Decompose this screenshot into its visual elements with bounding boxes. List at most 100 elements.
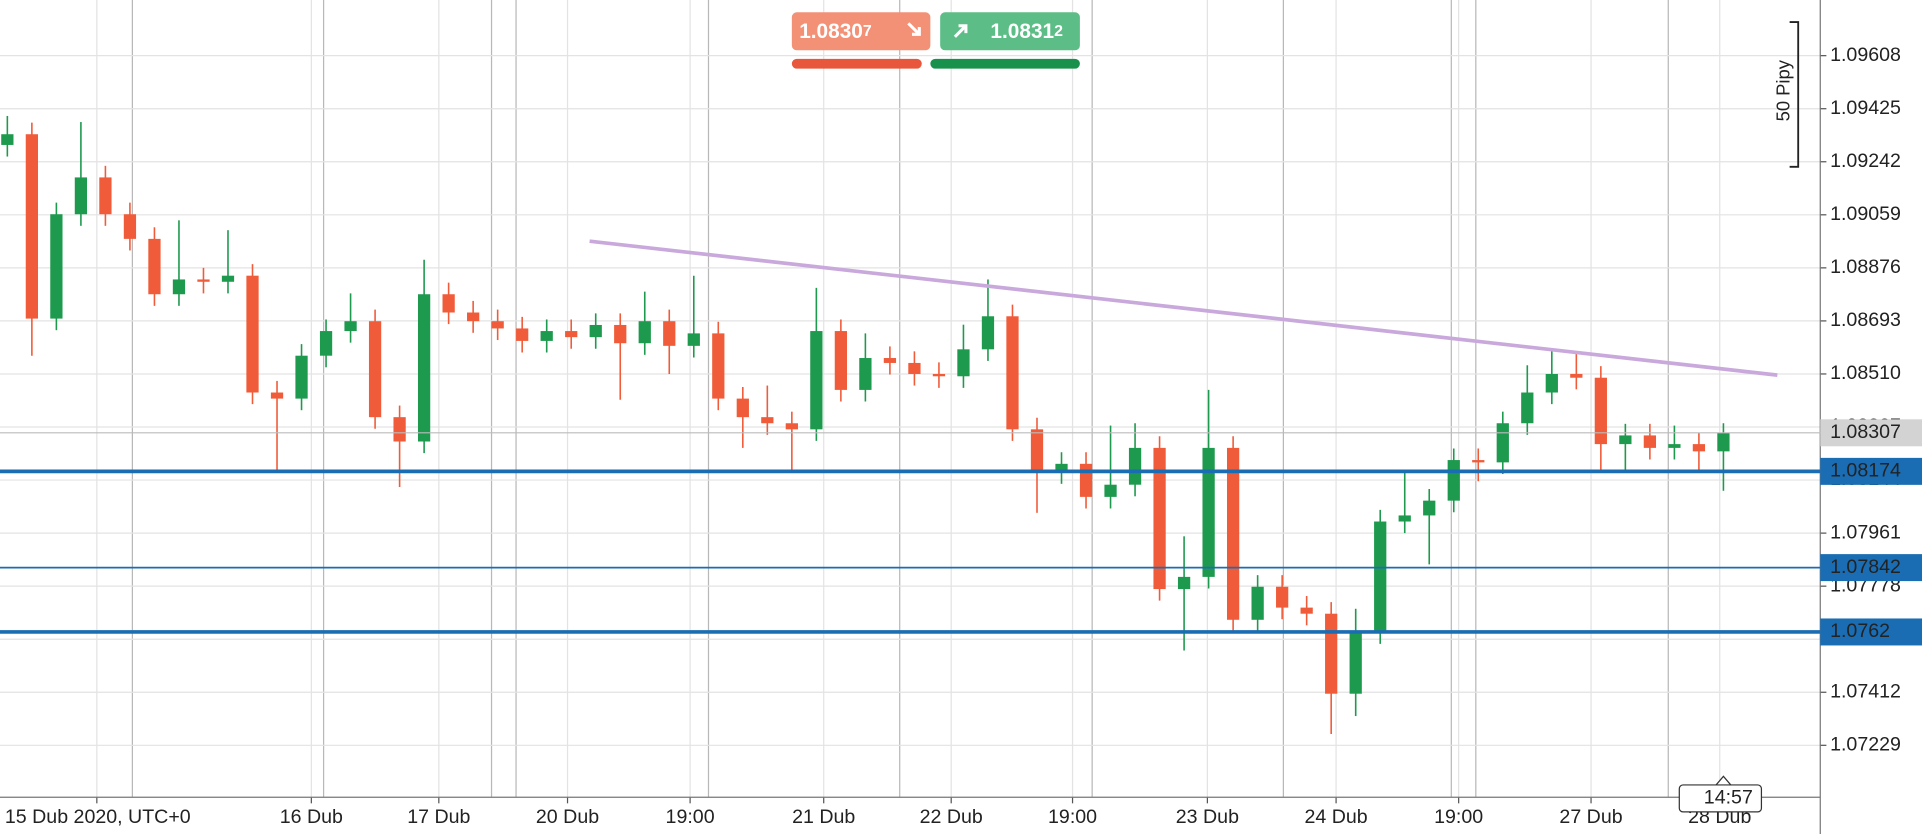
trade-panel: 1.08307 1.08312 (791, 12, 1080, 69)
candle-body (1668, 444, 1681, 448)
level-box (1820, 618, 1922, 646)
buy-arrow (953, 24, 968, 38)
candle-body (1692, 444, 1706, 452)
timer-box (1678, 784, 1763, 813)
x-tick-label: 19:00 (1434, 806, 1483, 828)
candle-body (1717, 432, 1730, 452)
candle-body (99, 177, 112, 215)
candle-body (1643, 435, 1657, 448)
x-tick-label: 19:00 (666, 806, 715, 828)
level-box (1820, 457, 1922, 485)
candle-body (221, 275, 235, 282)
candle-body (1226, 447, 1240, 620)
candle-body (491, 321, 504, 329)
candle-body (1276, 586, 1289, 608)
y-tick-label: 1.08510 (1830, 362, 1901, 384)
x-tick-label: 15 Dub 2020, UTC+0 (5, 806, 191, 828)
candle-body (1349, 632, 1362, 694)
candle-body (1300, 607, 1313, 614)
candle-body (319, 331, 333, 356)
candle-body (1128, 447, 1142, 485)
candle-body (74, 177, 88, 215)
candle-body (1447, 460, 1460, 501)
candle-body (663, 321, 676, 346)
candle-body (1, 134, 14, 145)
candle-body (1153, 447, 1166, 590)
candle-body (1079, 463, 1093, 497)
sell-button[interactable] (791, 12, 931, 51)
current-price-label: 1.08307 (1830, 421, 1901, 443)
candle-body (197, 279, 210, 282)
candle-body (1521, 392, 1534, 424)
current-price-box (1820, 419, 1922, 447)
pip-bracket (1789, 21, 1800, 168)
x-tick-label: 27 Dub (1559, 806, 1622, 828)
candle-body (1398, 515, 1411, 522)
level-label: 1.08174 (1830, 460, 1901, 482)
candle-body (1030, 429, 1044, 473)
buy-button[interactable] (940, 12, 1080, 51)
level-label: 1.07842 (1830, 556, 1901, 578)
sell-arrow (907, 22, 921, 36)
candle-body (172, 279, 186, 295)
candle-body (859, 358, 872, 390)
candle-body (393, 417, 406, 442)
candle-body (736, 398, 749, 418)
candle-body (761, 417, 774, 424)
sell-bar (791, 58, 922, 69)
y-tick-label: 1.07229 (1830, 733, 1901, 755)
y-tick-label: 1.09608 (1830, 44, 1901, 66)
y-tick-label: 1.07961 (1830, 521, 1901, 543)
candle-body (1202, 447, 1215, 577)
candle-body (614, 324, 627, 344)
candle-body (442, 294, 455, 313)
overlays: 1.08307 1.08174 1.07842 1.0762 (0, 239, 1922, 646)
x-tick-label: 24 Dub (1304, 806, 1367, 828)
candle-body (467, 312, 480, 322)
candle-body (1619, 435, 1632, 445)
candle-body (1055, 463, 1068, 473)
level-label: 1.0762 (1830, 620, 1890, 642)
x-tick-label: 23 Dub (1176, 806, 1239, 828)
candle-body (516, 328, 529, 341)
candle-body (368, 321, 382, 418)
y-tick-label: 1.08876 (1830, 256, 1901, 278)
x-tick-label: 22 Dub (920, 806, 983, 828)
candle-body (1545, 373, 1558, 393)
candle-body (883, 358, 897, 363)
candle-body (712, 333, 725, 399)
x-tick-label: 20 Dub (536, 806, 599, 828)
candle-body (565, 331, 578, 338)
y-tick-label: 1.09242 (1830, 150, 1901, 172)
sell-price: 1.08307 (799, 19, 872, 42)
buy-bar (930, 58, 1080, 69)
candle-body (344, 321, 357, 332)
candle-body (834, 331, 848, 390)
pip-scale-label: 50 Pipy (1773, 59, 1794, 121)
x-tick-label: 19:00 (1048, 806, 1097, 828)
candle-body (908, 362, 921, 374)
candle-body (50, 214, 63, 319)
candle-body (687, 333, 700, 346)
candle-body (123, 214, 137, 239)
y-tick-label: 1.09425 (1830, 97, 1901, 119)
x-tick-label: 16 Dub (280, 806, 343, 828)
x-tick-label: 21 Dub (792, 806, 855, 828)
candle-body (295, 355, 308, 399)
candle-body (1472, 460, 1485, 463)
candle-body (1374, 521, 1387, 633)
candle-body (638, 321, 651, 344)
candle-body (589, 324, 602, 338)
candle-body (1570, 373, 1583, 378)
candle-body (1325, 613, 1338, 694)
candle-body (1177, 576, 1191, 590)
candle-body (810, 331, 823, 430)
candle-body (417, 294, 431, 442)
candle-body (932, 373, 946, 377)
y-tick-label: 1.08693 (1830, 309, 1901, 331)
candle-body (957, 349, 970, 377)
candle-body (981, 316, 995, 350)
